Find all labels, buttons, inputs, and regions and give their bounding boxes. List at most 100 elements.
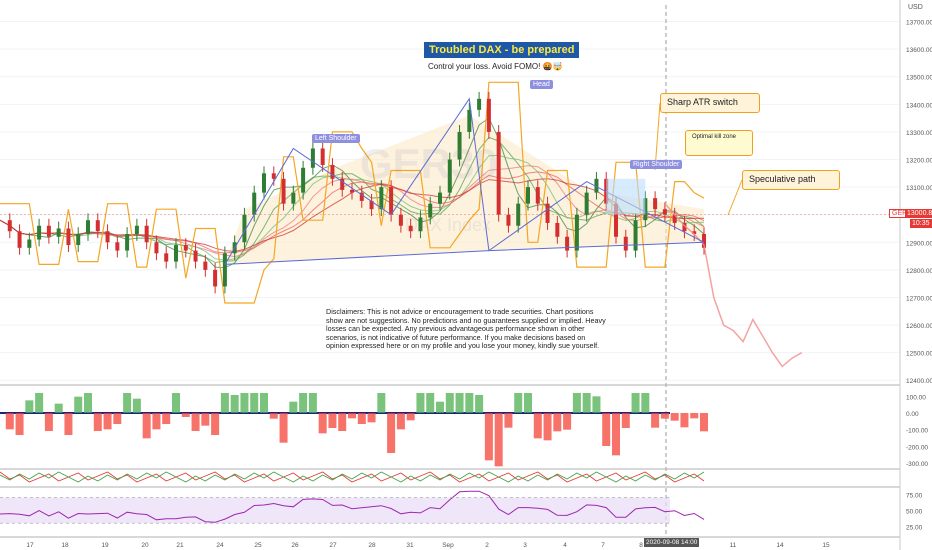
osc-bar	[348, 413, 356, 419]
candle-body	[672, 214, 677, 223]
candle-body	[340, 178, 345, 190]
y-tick-label: 13400.00	[906, 102, 932, 109]
osc-bar	[299, 393, 308, 413]
y-tick-label: 12600.00	[906, 323, 932, 330]
osc-bar	[572, 393, 581, 413]
speculative-path-callout[interactable]: Speculative path	[742, 170, 840, 190]
rsi-y-tick-label: 50.00	[906, 508, 923, 515]
osc-bar	[35, 393, 44, 413]
osc-bar	[680, 413, 689, 428]
candle-body	[213, 269, 218, 287]
candle-body	[301, 167, 306, 193]
osc-bar	[670, 413, 679, 421]
candle-body	[614, 203, 618, 237]
candle-body	[115, 242, 120, 251]
x-tick-label: 15	[822, 542, 830, 549]
osc-bar	[367, 413, 376, 423]
osc-bar	[533, 413, 542, 439]
x-tick-label: 28	[368, 542, 376, 549]
rsi-line	[0, 490, 705, 523]
right-shoulder-label[interactable]: Right Shoulder	[630, 160, 683, 169]
candle-body	[526, 187, 530, 204]
osc-bar	[25, 400, 34, 413]
osc-bar	[455, 393, 464, 413]
osc-bar	[152, 413, 161, 430]
osc-bar	[426, 393, 435, 413]
candle-body	[584, 192, 589, 215]
left-shoulder-label[interactable]: Left Shoulder	[312, 134, 360, 143]
stoch-line-red	[0, 471, 705, 483]
chart-title: Troubled DAX - be prepared	[424, 42, 580, 58]
osc-bar	[504, 413, 513, 428]
x-tick-label: 19	[101, 542, 109, 549]
osc-bar	[181, 413, 190, 417]
osc-bar	[132, 398, 141, 413]
y-tick-label: 13100.00	[906, 185, 932, 192]
osc-bar	[690, 413, 699, 419]
watermark-name: DAX Index	[405, 215, 492, 235]
candle-body	[271, 173, 276, 179]
speculative-callout-pointer	[727, 179, 743, 216]
osc-bar	[113, 413, 122, 424]
osc-bar	[700, 413, 708, 432]
stoch-line-green	[0, 471, 705, 483]
osc-bar	[524, 393, 532, 413]
osc-bar	[465, 393, 474, 413]
candle-body	[291, 192, 296, 204]
osc-bar	[201, 413, 210, 426]
osc-bar	[602, 413, 611, 446]
current-price-tag: 13000.83	[905, 209, 932, 218]
x-tick-label: Sep	[442, 542, 454, 549]
candle-body	[144, 225, 149, 243]
y-tick-label: 13600.00	[906, 47, 932, 54]
candle-body	[86, 220, 90, 235]
candle-body	[281, 178, 286, 204]
candle-body	[506, 214, 511, 226]
y-tick-label: 13300.00	[906, 130, 932, 137]
candle-body	[252, 192, 257, 215]
rsi-band	[0, 497, 670, 524]
candle-body	[164, 253, 169, 262]
main-price-pane[interactable]	[0, 5, 900, 536]
osc-bar	[250, 393, 259, 413]
osc-y-tick-label: -100.00	[906, 428, 928, 435]
osc-bar	[445, 393, 454, 413]
optimal-kill-callout[interactable]: Optimal kill zone	[685, 130, 753, 156]
candle-body	[154, 242, 159, 254]
candle-body	[545, 203, 550, 223]
osc-bar	[338, 413, 347, 431]
x-tick-label: 18	[61, 542, 69, 549]
x-tick-label: 25	[254, 542, 262, 549]
x-tick-label: 3	[523, 542, 527, 549]
head-label[interactable]: Head	[530, 80, 553, 89]
x-tick-label: 21	[176, 542, 184, 549]
x-tick-label: 14	[776, 542, 784, 549]
y-tick-label: 12400.00	[906, 378, 932, 385]
osc-bar	[84, 393, 92, 413]
x-tick-label: 8	[639, 542, 643, 549]
osc-bar	[220, 393, 229, 413]
osc-bar	[289, 401, 298, 413]
x-tick-label: 24	[216, 542, 224, 549]
candle-body	[379, 187, 384, 210]
osc-bar	[230, 395, 239, 413]
osc-y-tick-label: -200.00	[906, 444, 928, 451]
head-shoulders-outline	[224, 97, 705, 265]
x-tick-label: 20	[141, 542, 149, 549]
osc-bar	[475, 395, 484, 413]
candle-body	[134, 225, 139, 235]
osc-bar	[621, 413, 630, 428]
candle-body	[633, 220, 638, 251]
x-tick-label: 7	[601, 542, 605, 549]
chart-subtitle: Control your loss. Avoid FOMO! 🤬🤯	[428, 62, 563, 71]
osc-bar	[514, 393, 523, 413]
osc-y-tick-label: -300.00	[906, 461, 928, 468]
sharp-atr-callout[interactable]: Sharp ATR switch	[660, 93, 760, 113]
candle-body	[350, 189, 354, 193]
candle-body	[203, 261, 208, 270]
osc-bar	[240, 393, 249, 413]
atr-stop-line	[0, 81, 705, 304]
osc-y-tick-label: 0.00	[906, 411, 919, 418]
candle-body	[310, 148, 315, 168]
